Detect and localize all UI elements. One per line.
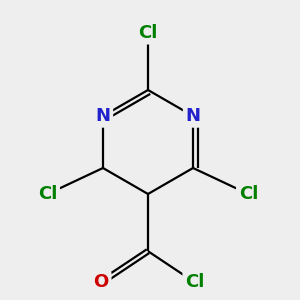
Text: Cl: Cl (138, 24, 158, 42)
Text: Cl: Cl (239, 185, 258, 203)
Text: Cl: Cl (38, 185, 57, 203)
Text: N: N (185, 107, 200, 125)
Text: N: N (95, 107, 110, 125)
Text: Cl: Cl (185, 273, 205, 291)
Text: O: O (94, 273, 109, 291)
